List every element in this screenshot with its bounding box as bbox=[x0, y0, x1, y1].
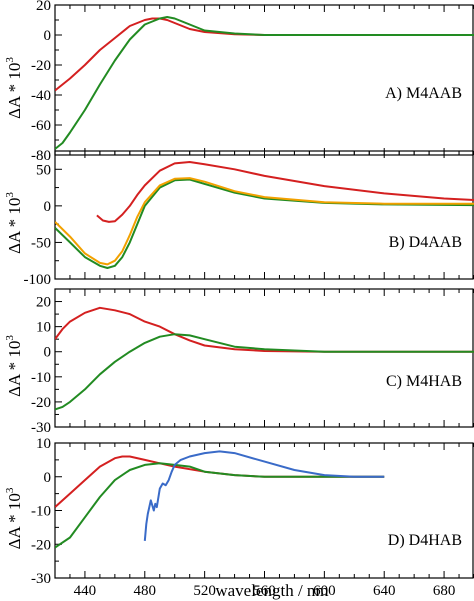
y-tick-label: 0 bbox=[44, 199, 52, 215]
series-line-red bbox=[55, 17, 474, 92]
x-tick-label: 560 bbox=[253, 583, 276, 599]
y-tick-label: 10 bbox=[36, 436, 51, 452]
axes-frame bbox=[54, 4, 474, 156]
y-axis-label-main: ΔA * 10 bbox=[5, 341, 24, 397]
x-tick-label: 480 bbox=[134, 583, 157, 599]
y-axis-label: ΔA * 103 bbox=[4, 487, 24, 549]
x-tick-label: 680 bbox=[433, 583, 456, 599]
axes-frame bbox=[54, 150, 474, 280]
y-axis-label: ΔA * 103 bbox=[4, 335, 24, 397]
y-tick-label: -50 bbox=[31, 235, 51, 251]
panel-label: A) M4AAB bbox=[385, 85, 462, 102]
y-tick-label: -30 bbox=[31, 571, 51, 587]
series-line-blue bbox=[143, 450, 385, 541]
y-axis-label: ΔA * 103 bbox=[4, 192, 24, 254]
panel-3: 20 10 0 -10 -20 -30 C) M4HAB ΔA * 103 bbox=[4, 288, 474, 436]
y-axis-label-sup: 3 bbox=[4, 487, 16, 493]
y-axis-label-sup: 3 bbox=[4, 57, 16, 63]
x-axis-label: wavelength / nm bbox=[215, 581, 328, 600]
y-axis-label: ΔA * 103 bbox=[4, 57, 24, 119]
panel-label: D) D4HAB bbox=[388, 532, 462, 549]
y-tick-label: 0 bbox=[44, 470, 52, 486]
axes-frame bbox=[54, 288, 474, 428]
series-line-red bbox=[55, 306, 474, 353]
x-tick-label: 520 bbox=[193, 583, 216, 599]
y-tick-label: -20 bbox=[31, 58, 51, 74]
y-tick-label: -10 bbox=[31, 504, 51, 520]
series-line-green bbox=[55, 333, 474, 411]
y-tick-label: 50 bbox=[36, 162, 51, 178]
x-tick-label: 640 bbox=[373, 583, 396, 599]
series-line-green bbox=[55, 462, 385, 549]
y-tick-label: -40 bbox=[31, 88, 51, 104]
series-line-orange bbox=[55, 177, 474, 266]
y-tick-label: -60 bbox=[31, 118, 51, 134]
series-line-red bbox=[96, 161, 474, 223]
series-line-red bbox=[55, 455, 385, 508]
y-tick-label: 0 bbox=[44, 28, 52, 44]
panel-1: 20 0 -20 -40 -60 -80 A) M4AAB ΔA * 103 bbox=[4, 0, 474, 164]
y-axis-label-sup: 3 bbox=[4, 192, 16, 198]
series-line-green bbox=[55, 16, 474, 150]
y-tick-label: -20 bbox=[31, 395, 51, 411]
y-tick-label: -80 bbox=[31, 148, 51, 164]
y-axis-label-main: ΔA * 10 bbox=[5, 493, 24, 549]
y-tick-label: 0 bbox=[44, 345, 52, 361]
y-tick-label: -10 bbox=[31, 370, 51, 386]
y-tick-label: 20 bbox=[36, 0, 51, 14]
y-axis-label-sup: 3 bbox=[4, 335, 16, 341]
panel-label: B) D4AAB bbox=[389, 234, 462, 251]
panel-4: 10 0 -10 -20 -30 D) D4HAB ΔA * 103 bbox=[4, 436, 474, 587]
y-tick-label: -20 bbox=[31, 537, 51, 553]
y-axis-label-main: ΔA * 10 bbox=[5, 63, 24, 119]
series-line-green bbox=[55, 178, 474, 269]
y-tick-label: 10 bbox=[36, 320, 51, 336]
y-axis-label-main: ΔA * 10 bbox=[5, 198, 24, 254]
panel-2: 50 0 -50 -100 B) D4AAB ΔA * 103 bbox=[4, 150, 474, 288]
panel-label: C) M4HAB bbox=[386, 373, 462, 390]
y-tick-label: -30 bbox=[31, 420, 51, 436]
y-tick-label: -100 bbox=[24, 272, 52, 288]
axes-frame bbox=[54, 442, 474, 579]
x-tick-label: 600 bbox=[313, 583, 336, 599]
x-tick-label: 440 bbox=[74, 583, 97, 599]
y-tick-label: 20 bbox=[36, 295, 51, 311]
